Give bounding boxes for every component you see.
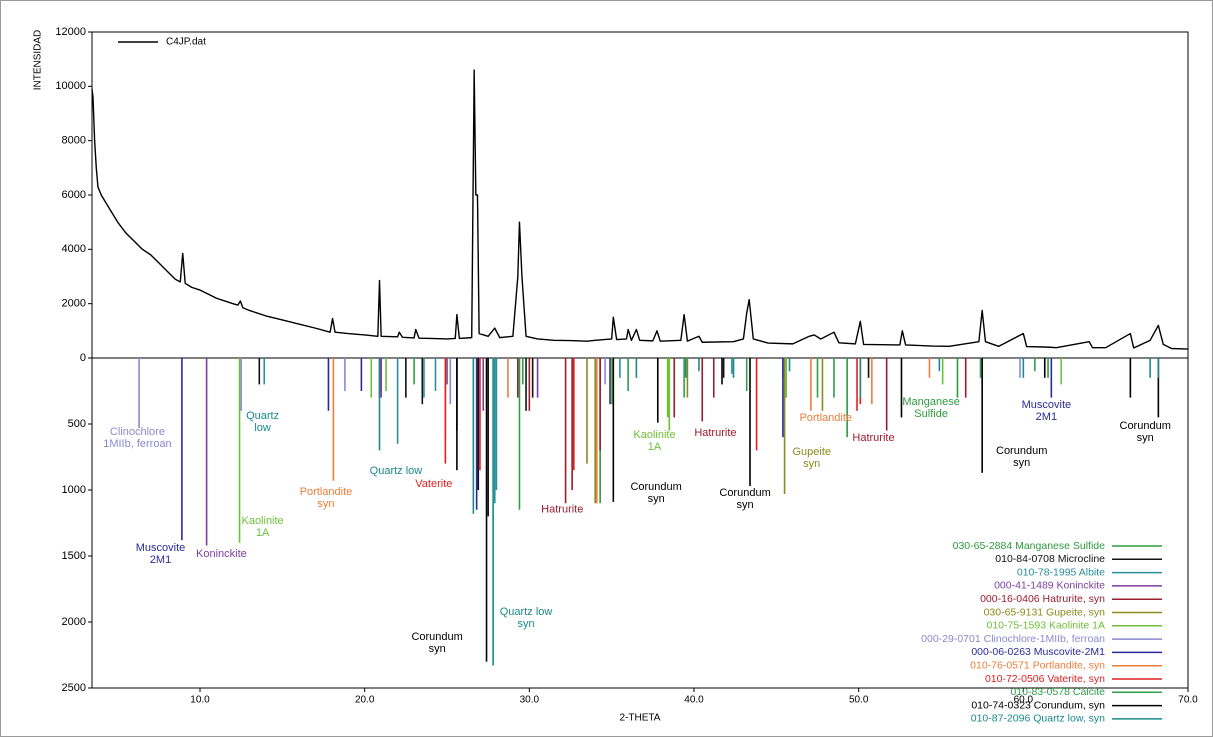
phase-label: syn — [1013, 457, 1030, 469]
phase-label: Kaolinite — [241, 515, 283, 527]
phase-label: Clinochlore — [110, 426, 165, 438]
y-axis-label: INTENSIDAD — [33, 30, 44, 91]
phase-label: Corundum — [719, 487, 770, 499]
phase-label: syn — [803, 458, 820, 470]
x-tick-label: 40.0 — [684, 695, 704, 706]
phase-label: Vaterite — [415, 478, 452, 490]
y2-tick-label: 1000 — [62, 484, 86, 496]
legend-label: 030-65-9131 Gupeite, syn — [984, 606, 1106, 618]
y-tick-label: 12000 — [55, 26, 86, 38]
legend-label: 000-06-0263 Muscovite-2M1 — [971, 646, 1105, 658]
phase-label: syn — [517, 618, 534, 630]
phase-label: Sulfide — [914, 408, 948, 420]
phase-label: 1A — [648, 441, 662, 453]
phase-label: Hatrurite — [694, 427, 736, 439]
phase-label: 2M1 — [1036, 411, 1057, 423]
x-tick-label: 50.0 — [849, 695, 869, 706]
phase-label: 2M1 — [150, 554, 171, 566]
legend-label: 010-84-0708 Microcline — [995, 553, 1105, 565]
phase-label: syn — [736, 499, 753, 511]
x-axis-label: 2-THETA — [620, 713, 661, 724]
phase-label: Quartz low — [370, 465, 423, 477]
phase-label: Corundum — [1120, 420, 1171, 432]
x-tick-label: 70.0 — [1178, 695, 1198, 706]
phase-label: syn — [1137, 432, 1154, 444]
x-tick-label: 10.0 — [190, 695, 210, 706]
y2-tick-label: 2500 — [62, 682, 86, 694]
phase-label: low — [254, 422, 271, 434]
y-tick-label: 0 — [80, 352, 86, 364]
legend-label: 000-41-1489 Koninckite — [994, 580, 1105, 592]
y-tick-label: 6000 — [62, 189, 86, 201]
legend-label: C4JP.dat — [166, 37, 206, 48]
phase-label: Portlandite — [799, 412, 852, 424]
phase-label: Koninckite — [196, 548, 247, 560]
phase-label: Corundum — [996, 445, 1047, 457]
plot-frame — [91, 31, 1189, 689]
legend-label: 000-16-0406 Hatrurite, syn — [980, 593, 1105, 605]
phase-label: Kaolinite — [633, 429, 675, 441]
phase-label: 1MIIb, ferroan — [103, 438, 171, 450]
phase-label: Quartz low — [500, 606, 553, 618]
legend-label: 000-29-0701 Clinochlore-1MIIb, ferroan — [921, 633, 1105, 645]
phase-label: syn — [429, 643, 446, 655]
legend-label: 010-72-0506 Vaterite, syn — [985, 673, 1105, 685]
legend-label: 010-83-0578 Calcite — [1010, 686, 1105, 698]
phase-label: Muscovite — [136, 542, 186, 554]
phase-label: syn — [317, 498, 334, 510]
y2-tick-label: 500 — [68, 418, 86, 430]
x-tick-label: 60.0 — [1014, 695, 1034, 706]
legend-label: 010-75-1593 Kaolinite 1A — [986, 620, 1105, 632]
y-tick-label: 10000 — [55, 80, 86, 92]
legend-label: 030-65-2884 Manganese Sulfide — [953, 540, 1106, 552]
phase-label: Portlandite — [300, 486, 353, 498]
x-tick-label: 30.0 — [520, 695, 540, 706]
legend-label: 010-87-2096 Quartz low, syn — [971, 713, 1105, 725]
phase-label: Gupeite — [792, 446, 831, 458]
y-tick-label: 4000 — [62, 243, 86, 255]
phase-label: Manganese — [902, 396, 960, 408]
y-tick-label: 2000 — [62, 298, 86, 310]
y2-tick-label: 1500 — [62, 550, 86, 562]
phase-label: Hatrurite — [852, 432, 894, 444]
phase-label: Corundum — [411, 631, 462, 643]
phase-label: syn — [648, 493, 665, 505]
phase-label: Hatrurite — [541, 504, 583, 516]
phase-label: Corundum — [630, 481, 681, 493]
y-tick-label: 8000 — [62, 135, 86, 147]
legend-label: 010-78-1995 Albite — [1017, 566, 1105, 578]
phase-label: 1A — [256, 527, 270, 539]
legend-label: 010-76-0571 Portlandite, syn — [970, 659, 1105, 671]
y2-tick-label: 2000 — [62, 616, 86, 628]
legend-label: 010-74-0323 Corundum, syn — [971, 699, 1105, 711]
pattern-line — [91, 69, 1189, 350]
phase-label: Muscovite — [1022, 399, 1072, 411]
phase-label: Quartz — [246, 410, 279, 422]
x-tick-label: 20.0 — [355, 695, 375, 706]
